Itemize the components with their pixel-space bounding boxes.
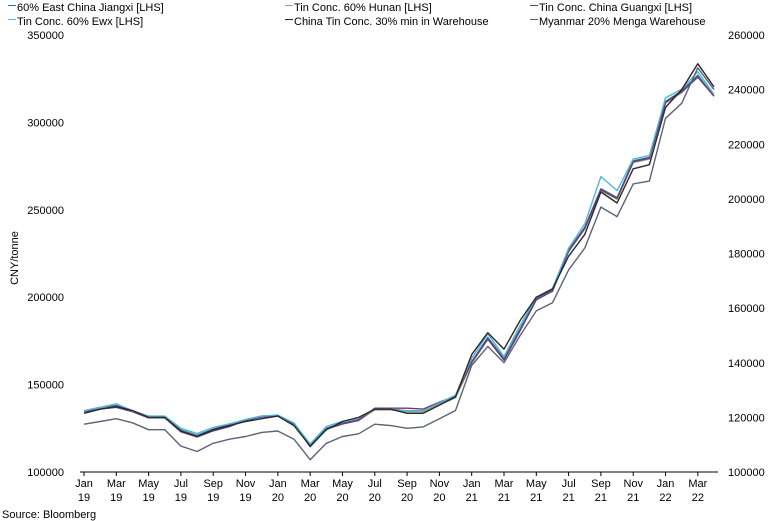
- series-line-2: [83, 76, 715, 448]
- x-tick-label-year: 21: [562, 492, 574, 504]
- x-tick-label-year: 22: [659, 492, 671, 504]
- x-tick-label-year: 21: [466, 492, 478, 504]
- legend-item-guangxi: Tin Conc. China Guangxi [LHS]: [530, 2, 692, 15]
- x-tick-label-month: Mar: [107, 478, 126, 490]
- y-axis-label: CNY/tonne: [9, 231, 21, 285]
- series-line-4: [83, 63, 715, 447]
- x-tick-label-month: Sep: [203, 478, 223, 490]
- x-tick-label-month: Sep: [397, 478, 417, 490]
- right-tick-label: 120000: [728, 412, 765, 424]
- right-tick-label: 140000: [728, 358, 765, 370]
- legend-swatch-hunan: [285, 4, 293, 6]
- right-tick-label: 260000: [728, 30, 765, 42]
- x-tick-label-month: Jul: [368, 478, 382, 490]
- source-note: Source: Bloomberg: [2, 509, 97, 521]
- x-tick-label-year: 19: [78, 492, 90, 504]
- right-tick-label: 240000: [728, 85, 765, 97]
- legend-item-jiangxi: 60% East China Jiangxi [LHS]: [8, 2, 164, 15]
- legend-swatch-guangxi: [530, 4, 538, 6]
- x-tick-label-year: 19: [142, 492, 154, 504]
- x-tick-label-month: Jan: [657, 478, 675, 490]
- x-tick-label-year: 20: [369, 492, 381, 504]
- x-tick-label-year: 19: [110, 492, 122, 504]
- right-tick-label: 160000: [728, 303, 765, 315]
- x-tick-label-month: Nov: [623, 478, 643, 490]
- x-tick-label-year: 19: [207, 492, 219, 504]
- x-tick-label-year: 21: [627, 492, 639, 504]
- right-tick-label: 220000: [728, 139, 765, 151]
- x-tick-label-year: 20: [401, 492, 413, 504]
- x-tick-label-year: 19: [239, 492, 251, 504]
- legend-item-ewx: Tin Conc. 60% Ewx [LHS]: [8, 16, 143, 29]
- right-tick-label: 200000: [728, 194, 765, 206]
- x-tick-label-month: May: [526, 478, 547, 490]
- left-tick-label: 250000: [27, 205, 64, 217]
- x-tick-label-month: Jul: [562, 478, 576, 490]
- x-tick-label-year: 21: [498, 492, 510, 504]
- x-tick-label-year: 19: [175, 492, 187, 504]
- series-line-3: [83, 70, 715, 445]
- x-tick-label-month: Jan: [269, 478, 287, 490]
- x-tick-label-month: Sep: [591, 478, 611, 490]
- x-tick-label-year: 20: [336, 492, 348, 504]
- left-tick-label: 150000: [27, 380, 64, 392]
- legend-swatch-warehouse: [285, 18, 293, 20]
- left-tick-label: 200000: [27, 292, 64, 304]
- x-tick-label-month: Mar: [301, 478, 320, 490]
- x-tick-label-month: May: [138, 478, 159, 490]
- x-tick-label-month: Nov: [236, 478, 256, 490]
- legend-swatch-menga: [530, 18, 538, 20]
- legend-item-menga: Myanmar 20% Menga Warehouse: [530, 16, 706, 29]
- legend-item-hunan: Tin Conc. 60% Hunan [LHS]: [285, 2, 432, 15]
- left-tick-label: 100000: [27, 467, 64, 479]
- x-tick-label-month: Mar: [495, 478, 514, 490]
- x-tick-label-month: May: [332, 478, 353, 490]
- x-tick-label-year: 22: [692, 492, 704, 504]
- left-tick-label: 300000: [27, 117, 64, 129]
- right-tick-label: 180000: [728, 249, 765, 261]
- x-tick-label-month: Jan: [75, 478, 93, 490]
- series-line-0: [83, 74, 715, 447]
- series-line-5: [83, 67, 715, 461]
- legend-swatch-ewx: [8, 18, 16, 20]
- x-tick-label-month: Jan: [463, 478, 481, 490]
- x-tick-label-month: Nov: [430, 478, 450, 490]
- legend-swatch-jiangxi: [8, 4, 16, 6]
- right-tick-label: 100000: [728, 467, 765, 479]
- x-tick-label-year: 20: [433, 492, 445, 504]
- x-tick-label-month: Mar: [688, 478, 707, 490]
- legend-item-warehouse: China Tin Conc. 30% min in Warehouse: [285, 16, 489, 29]
- series-line-1: [83, 76, 715, 448]
- x-tick-label-year: 20: [272, 492, 284, 504]
- x-tick-label-year: 21: [530, 492, 542, 504]
- left-tick-label: 350000: [27, 30, 64, 42]
- x-tick-label-month: Jul: [174, 478, 188, 490]
- x-tick-label-year: 20: [304, 492, 316, 504]
- x-tick-label-year: 21: [595, 492, 607, 504]
